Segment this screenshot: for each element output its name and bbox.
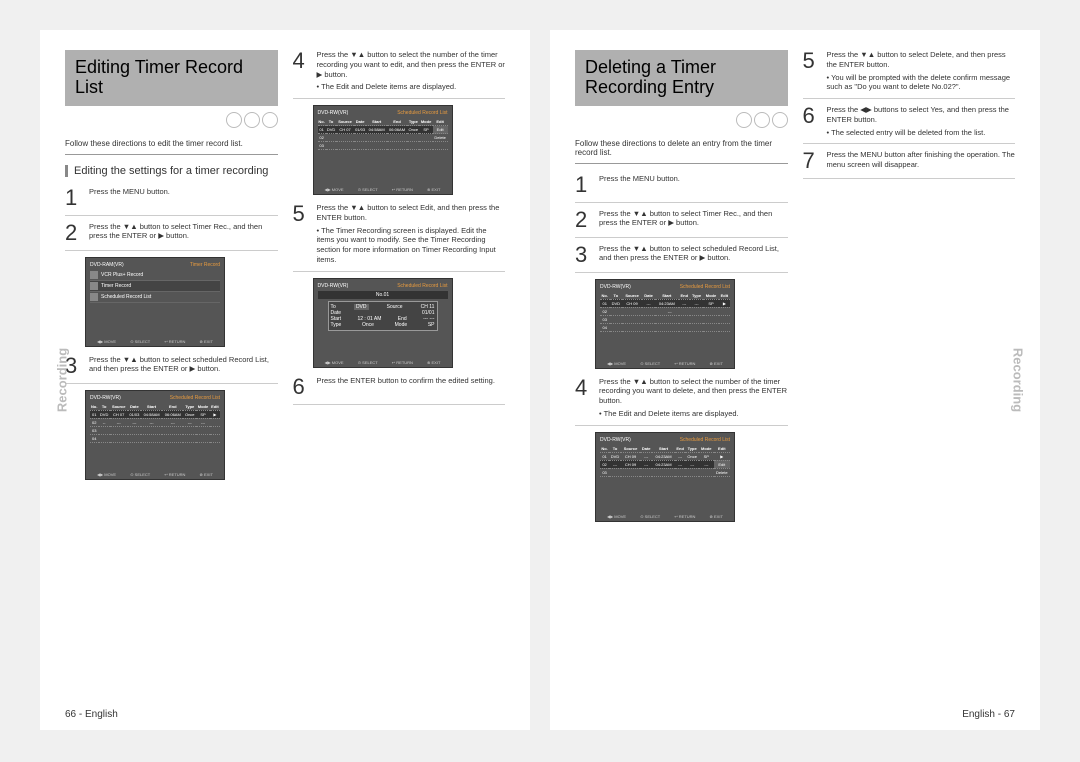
intro-text: Follow these directions to edit the time… — [65, 139, 278, 155]
intro-text: Follow these directions to delete an ent… — [575, 139, 788, 164]
step-number: 6 — [803, 105, 821, 137]
step-number: 4 — [293, 50, 311, 92]
left-col: Deleting a Timer Recording Entry Follow … — [575, 50, 788, 530]
step-number: 5 — [293, 203, 311, 265]
step-text: Press the ▼▲ button to select scheduled … — [599, 244, 788, 266]
step-number: 4 — [575, 377, 593, 419]
step-2: 2 Press the ▼▲ button to select Timer Re… — [575, 209, 788, 238]
step-3: 3 Press the ▼▲ button to select schedule… — [575, 244, 788, 273]
step-text: Press the ▼▲ button to select Edit, and … — [317, 203, 506, 265]
step-5: 5 Press the ▼▲ button to select Delete, … — [803, 50, 1016, 99]
step-4: 4 Press the ▼▲ button to select the numb… — [575, 377, 788, 426]
step-text: Press the ◀▶ buttons to select Yes, and … — [827, 105, 1016, 137]
right-col: 4 Press the ▼▲ button to select the numb… — [293, 50, 506, 488]
page-right: Recording Deleting a Timer Recording Ent… — [550, 30, 1040, 730]
step-number: 1 — [65, 187, 83, 209]
step-number: 2 — [65, 222, 83, 244]
tv-screenshot-delete-popup: DVD-RW(VR)Scheduled Record List No.ToSou… — [595, 432, 735, 522]
step-5: 5 Press the ▼▲ button to select Edit, an… — [293, 203, 506, 272]
page-title: Deleting a Timer Recording Entry — [575, 50, 788, 106]
step-text: Press the ▼▲ button to select Delete, an… — [827, 50, 1016, 92]
tv-screenshot-edit-popup: DVD-RW(VR)Scheduled Record List No.ToSou… — [313, 105, 453, 195]
step-1: 1 Press the MENU button. — [65, 187, 278, 216]
side-label-left: Recording — [55, 348, 70, 412]
step-text: Press the ▼▲ button to select Timer Rec.… — [599, 209, 788, 231]
step-text: Press the ▼▲ button to select Timer Rec.… — [89, 222, 278, 244]
step-4: 4 Press the ▼▲ button to select the numb… — [293, 50, 506, 99]
tv-screenshot-menu: DVD-RAM(VR)Timer Record VCR Plus+ Record… — [85, 257, 225, 347]
step-text: Press the MENU button. — [89, 187, 278, 209]
left-col: Editing Timer Record List Follow these d… — [65, 50, 278, 488]
step-number: 1 — [575, 174, 593, 196]
tv-screenshot-list: DVD-RW(VR)Scheduled Record List No.ToSou… — [595, 279, 735, 369]
tv-screenshot-form: DVD-RW(VR)Scheduled Record List No.01 To… — [313, 278, 453, 368]
step-number: 2 — [575, 209, 593, 231]
step-2: 2 Press the ▼▲ button to select Timer Re… — [65, 222, 278, 251]
disc-icons — [575, 112, 788, 131]
step-3: 3 Press the ▼▲ button to select schedule… — [65, 355, 278, 384]
subheading: Editing the settings for a timer recordi… — [65, 165, 278, 177]
step-text: Press the MENU button after finishing th… — [827, 150, 1016, 172]
step-number: 3 — [575, 244, 593, 266]
right-col: 5 Press the ▼▲ button to select Delete, … — [803, 50, 1016, 530]
step-text: Press the MENU button. — [599, 174, 788, 196]
step-text: Press the ▼▲ button to select scheduled … — [89, 355, 278, 377]
page-footer: English - 67 — [962, 709, 1015, 720]
step-7: 7 Press the MENU button after finishing … — [803, 150, 1016, 179]
step-text: Press the ENTER button to confirm the ed… — [317, 376, 506, 398]
page-footer: 66 - English — [65, 709, 118, 720]
step-text: Press the ▼▲ button to select the number… — [599, 377, 788, 419]
step-number: 6 — [293, 376, 311, 398]
step-6: 6 Press the ◀▶ buttons to select Yes, an… — [803, 105, 1016, 144]
page-left: Recording Editing Timer Record List Foll… — [40, 30, 530, 730]
side-label-right: Recording — [1010, 348, 1025, 412]
tv-screenshot-list: DVD-RW(VR)Scheduled Record List No.ToSou… — [85, 390, 225, 480]
step-number: 5 — [803, 50, 821, 92]
step-text: Press the ▼▲ button to select the number… — [317, 50, 506, 92]
step-6: 6 Press the ENTER button to confirm the … — [293, 376, 506, 405]
disc-icons — [65, 112, 278, 131]
step-number: 7 — [803, 150, 821, 172]
page-title: Editing Timer Record List — [65, 50, 278, 106]
step-1: 1 Press the MENU button. — [575, 174, 788, 203]
